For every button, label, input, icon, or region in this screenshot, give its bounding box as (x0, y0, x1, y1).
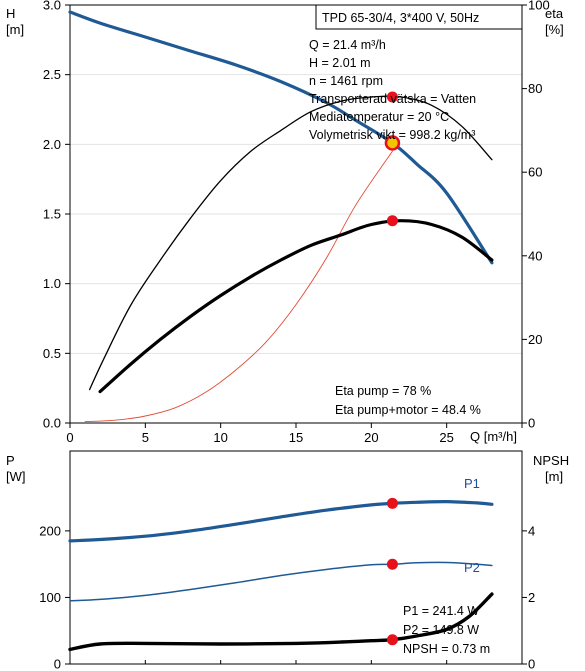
bottom-markers (386, 497, 398, 646)
eta-pump-motor-text: Eta pump+motor = 48.4 % (335, 403, 481, 417)
top-right-tick-label-2: 40 (528, 248, 542, 263)
bottom-right-tick-label-2: 4 (528, 523, 535, 538)
top-right-tick-label-1: 20 (528, 332, 542, 347)
top-curve-head (68, 10, 494, 265)
top-left-tick-label-1: 0.5 (43, 346, 61, 361)
bottom-right-axis-name: NPSH (533, 453, 569, 468)
top-left-tick-label-6: 3.0 (43, 0, 61, 13)
top-right-axis-name: eta (545, 6, 564, 21)
info-line-h: H = 2.01 m (309, 56, 371, 70)
readout-p1: P1 = 241.4 W (403, 604, 479, 618)
bottom-curve-p2 (69, 561, 493, 602)
top-left-tick-label-0: 0.0 (43, 416, 61, 431)
title-box-text: TPD 65-30/4, 3*400 V, 50Hz (322, 11, 479, 25)
top-x-tick-label-0: 0 (66, 430, 73, 445)
bottom-duty-point-marker-0 (386, 497, 398, 509)
top-duty-point-marker-head (384, 135, 401, 151)
top-left-tick-label-4: 2.0 (43, 137, 61, 152)
eta-pump-text: Eta pump = 78 % (335, 384, 431, 398)
info-line-fluid: Transporterad vätska = Vatten (309, 92, 476, 106)
top-left-tick-label-2: 1.0 (43, 276, 61, 291)
p1-series-label: P1 (464, 476, 480, 491)
title-box (315, 4, 523, 30)
top-x-axis-name: Q [m³/h] (470, 429, 517, 444)
readout-p2: P2 = 149.8 W (403, 623, 479, 637)
top-duty-point-marker-2 (386, 215, 398, 227)
top-duty-point-marker-1 (386, 91, 398, 103)
bottom-series (68, 499, 494, 652)
bottom-left-tick-label-0: 0 (54, 657, 61, 671)
bottom-left-tick-label-2: 200 (39, 523, 61, 538)
bottom-right-tick-label-0: 0 (528, 657, 535, 671)
top-right-tick-label-5: 100 (528, 0, 550, 13)
bottom-right-axis-unit: [m] (545, 469, 563, 484)
top-curve-system (84, 150, 393, 423)
p2-series-label: P2 (464, 560, 480, 575)
top-left-axis-unit: [m] (6, 22, 24, 37)
bottom-duty-point-marker-1 (386, 558, 398, 570)
top-x-tick-label-5: 25 (439, 430, 453, 445)
bottom-right-tick-label-1: 2 (528, 590, 535, 605)
info-line-temp: Mediatemperatur = 20 °C (309, 110, 449, 124)
top-x-tick-label-1: 5 (142, 430, 149, 445)
top-curve-eta_pump (88, 95, 493, 391)
top-left-axis-name: H (6, 6, 15, 21)
top-left-tick-label-5: 2.5 (43, 67, 61, 82)
top-series (68, 10, 494, 423)
bottom-left-axis-name: P (6, 453, 15, 468)
bottom-duty-point-marker-2 (386, 634, 398, 646)
readout-npsh: NPSH = 0.73 m (403, 642, 490, 656)
top-x-tick-label-2: 10 (213, 430, 227, 445)
top-right-axis-unit: [%] (545, 22, 564, 37)
top-right-tick-label-3: 60 (528, 165, 542, 180)
top-right-tick-label-0: 0 (528, 416, 535, 431)
bottom-curve-npsh (68, 592, 494, 652)
top-markers (384, 91, 401, 227)
info-line-density: Volymetrisk vikt = 998.2 kg/m³ (309, 128, 475, 142)
bottom-left-axis-unit: [W] (6, 469, 26, 484)
bottom-left-tick-label-1: 100 (39, 590, 61, 605)
top-grid (70, 4, 522, 354)
top-ticks: 0.0 0.5 1.0 1.5 2.0 2.5 3.0 0 20 40 60 80 100 0 5 10 15 2… (43, 0, 550, 445)
info-line-q: Q = 21.4 m³/h (309, 38, 386, 52)
top-x-tick-label-4: 20 (364, 430, 378, 445)
top-right-tick-label-4: 80 (528, 81, 542, 96)
bottom-curve-p1 (68, 499, 494, 543)
bottom-ticks: 0 100 200 0 2 4 (39, 523, 535, 671)
top-left-tick-label-3: 1.5 (43, 207, 61, 222)
top-curve-eta_total (98, 219, 494, 394)
top-x-tick-label-3: 15 (289, 430, 303, 445)
info-line-n: n = 1461 rpm (309, 74, 383, 88)
